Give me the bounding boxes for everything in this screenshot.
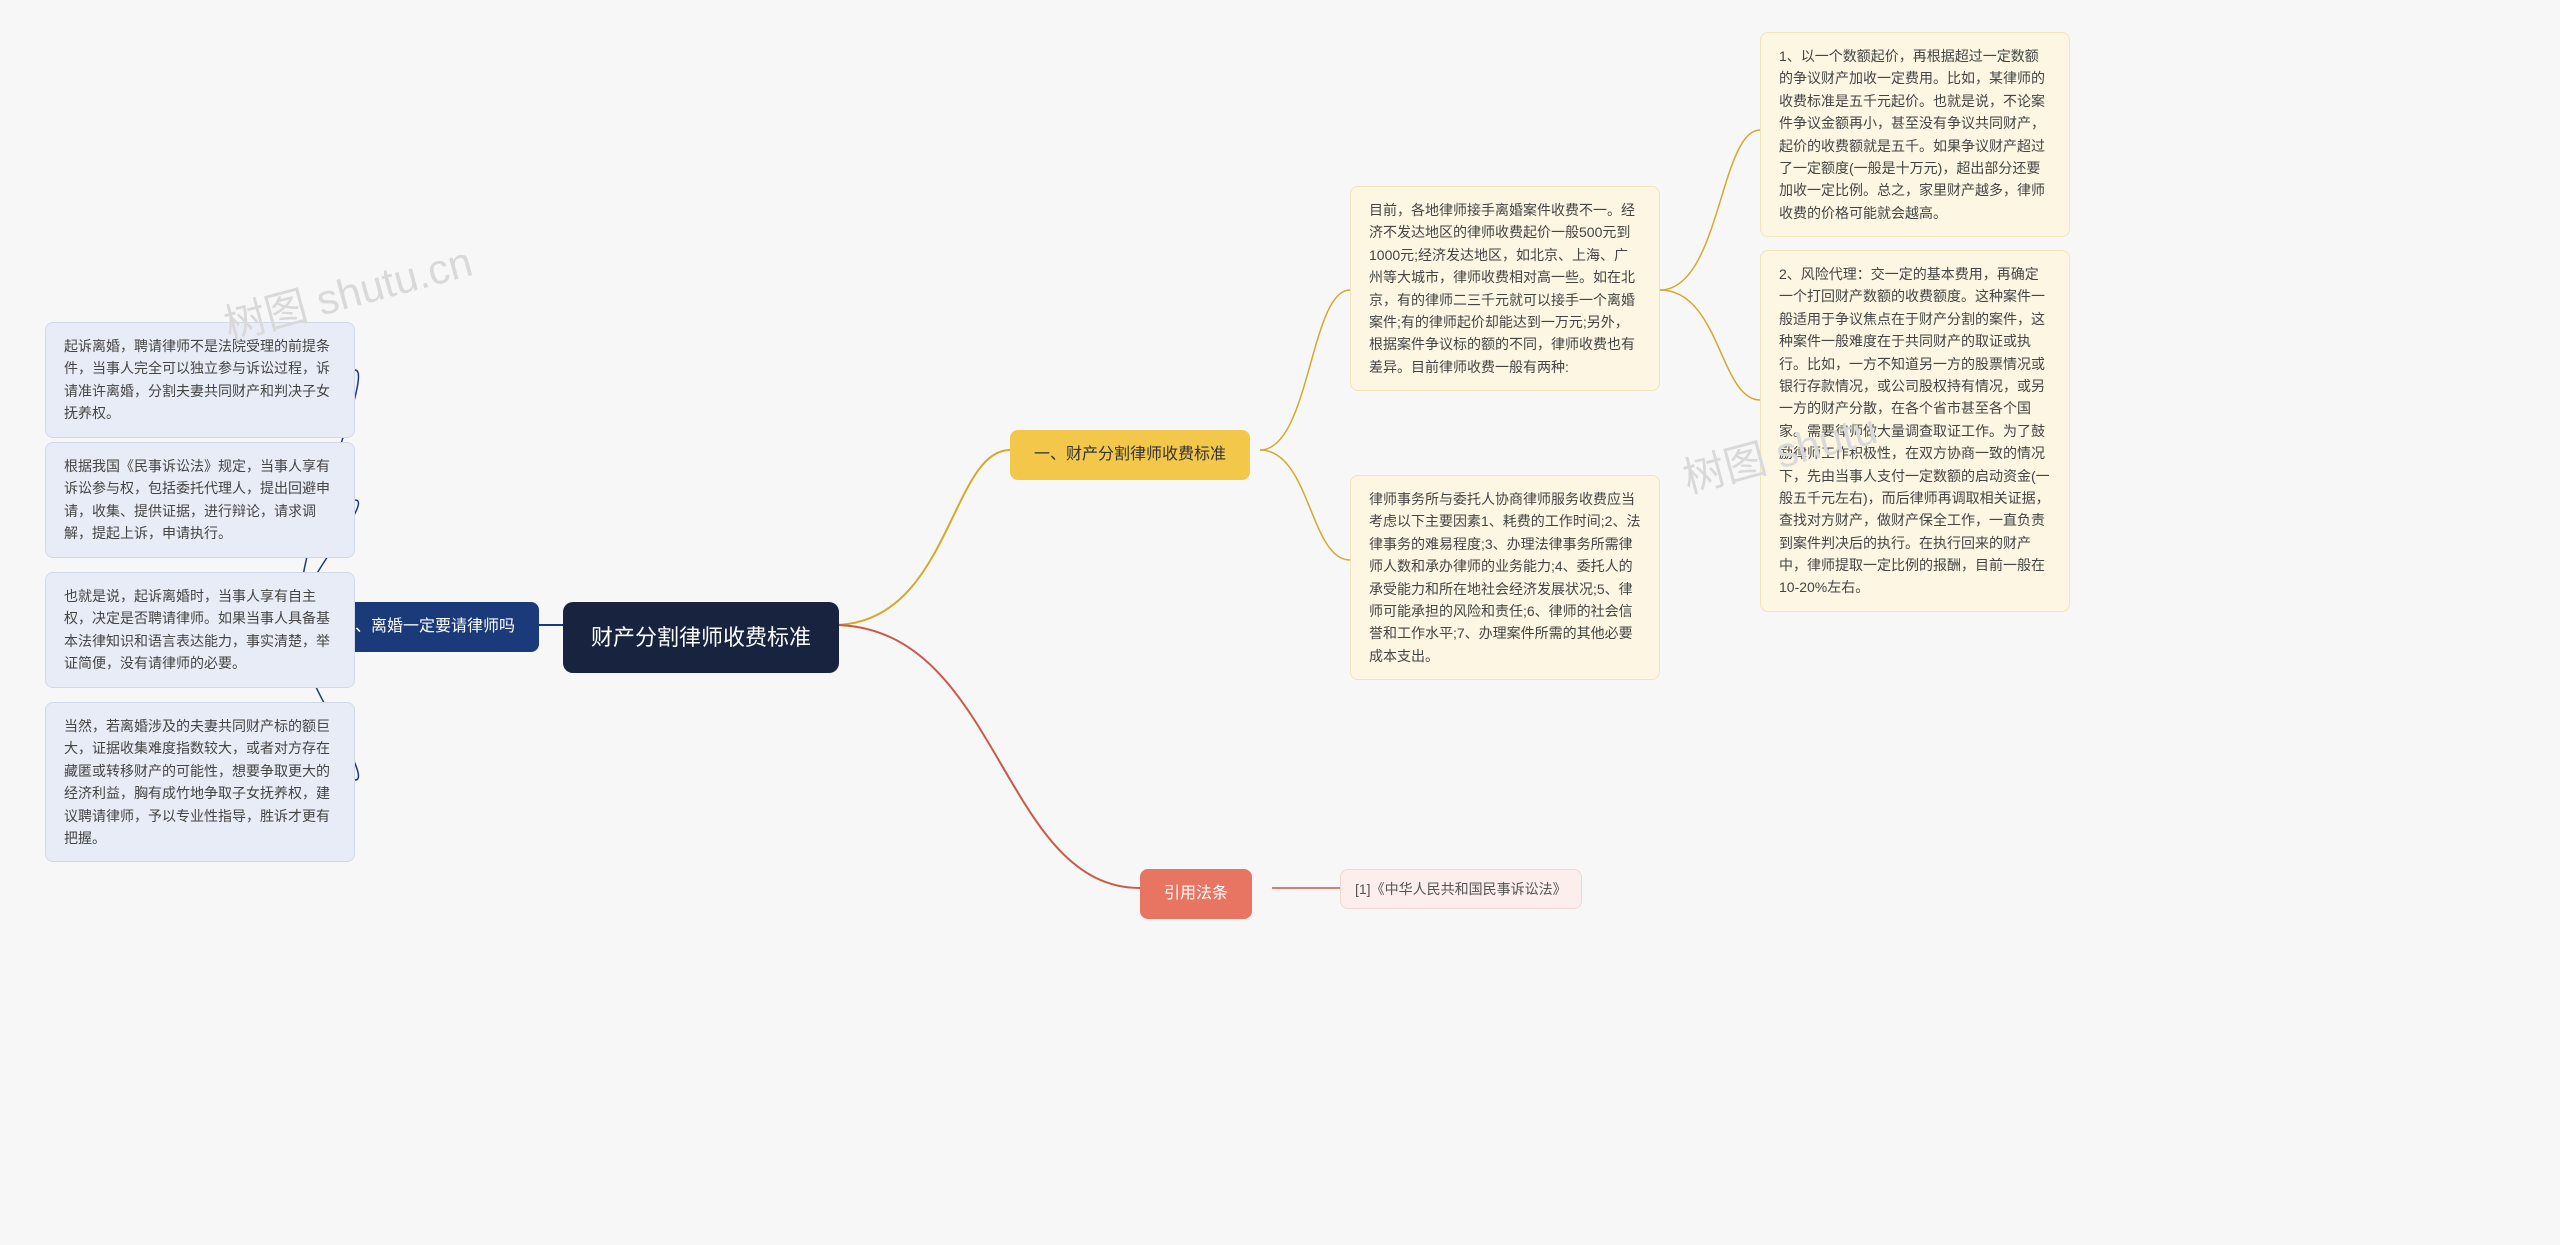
leaf-r1[interactable]: [1]《中华人民共和国民事诉讼法》 [1340,869,1582,909]
leaf-b3[interactable]: 也就是说，起诉离婚时，当事人享有自主权，决定是否聘请律师。如果当事人具备基本法律… [45,572,355,688]
leaf-b1[interactable]: 起诉离婚，聘请律师不是法院受理的前提条件，当事人完全可以独立参与诉讼过程，诉请准… [45,322,355,438]
leaf-y1[interactable]: 目前，各地律师接手离婚案件收费不一。经济不发达地区的律师收费起价一般500元到1… [1350,186,1660,391]
root-node[interactable]: 财产分割律师收费标准 [563,602,839,673]
leaf-y2[interactable]: 律师事务所与委托人协商律师服务收费应当考虑以下主要因素1、耗费的工作时间;2、法… [1350,475,1660,680]
leaf-b4[interactable]: 当然，若离婚涉及的夫妻共同财产标的额巨大，证据收集难度指数较大，或者对方存在藏匿… [45,702,355,862]
branch-citation[interactable]: 引用法条 [1140,869,1252,919]
leaf-y4[interactable]: 2、风险代理：交一定的基本费用，再确定一个打回财产数额的收费额度。这种案件一般适… [1760,250,2070,612]
leaf-b2[interactable]: 根据我国《民事诉讼法》规定，当事人享有诉讼参与权，包括委托代理人，提出回避申请，… [45,442,355,558]
leaf-y3[interactable]: 1、以一个数额起价，再根据超过一定数额的争议财产加收一定费用。比如，某律师的收费… [1760,32,2070,237]
branch-fee-standard[interactable]: 一、财产分割律师收费标准 [1010,430,1250,480]
